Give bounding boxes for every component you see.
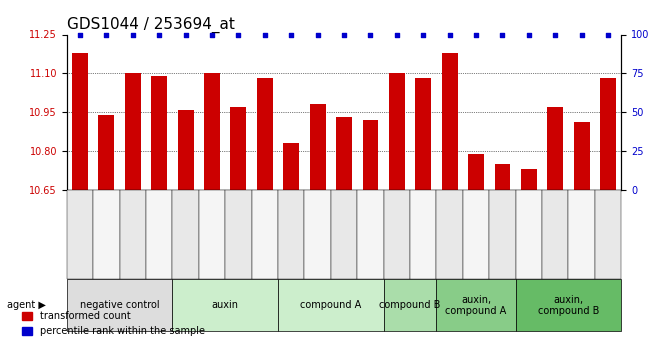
Bar [574, 122, 590, 190]
Bar [178, 109, 194, 190]
Bar [547, 107, 563, 190]
Point [101, 32, 112, 37]
Bar [600, 79, 616, 190]
Text: agent ▶: agent ▶ [7, 300, 45, 310]
Bar [521, 169, 537, 190]
Point [497, 32, 508, 37]
Bar [415, 79, 431, 190]
Point [312, 32, 323, 37]
Point [180, 32, 191, 37]
Point [418, 32, 429, 37]
Point [365, 32, 376, 37]
Point [233, 32, 244, 37]
Text: auxin,
compound B: auxin, compound B [538, 295, 599, 316]
Bar [336, 117, 352, 190]
Bar [442, 53, 458, 190]
Point [206, 32, 217, 37]
Point [603, 32, 613, 37]
Bar [125, 73, 141, 190]
Text: compound B: compound B [379, 300, 441, 310]
Point [286, 32, 297, 37]
Point [444, 32, 455, 37]
Bar [494, 164, 510, 190]
Point [128, 32, 138, 37]
Text: negative control: negative control [79, 300, 160, 310]
Bar [151, 76, 167, 190]
Point [550, 32, 560, 37]
Legend: transformed count, percentile rank within the sample: transformed count, percentile rank withi… [18, 307, 208, 340]
Point [154, 32, 164, 37]
Bar [230, 107, 246, 190]
Text: compound A: compound A [300, 300, 361, 310]
Bar [310, 104, 325, 190]
Bar [98, 115, 114, 190]
Bar [468, 154, 484, 190]
Text: auxin,
compound A: auxin, compound A [446, 295, 506, 316]
Text: GDS1044 / 253694_at: GDS1044 / 253694_at [67, 17, 234, 33]
Point [391, 32, 402, 37]
Bar [204, 73, 220, 190]
Point [524, 32, 534, 37]
Bar [257, 79, 273, 190]
Point [576, 32, 587, 37]
Bar [363, 120, 378, 190]
Point [259, 32, 270, 37]
Bar [283, 143, 299, 190]
Point [339, 32, 349, 37]
Point [471, 32, 482, 37]
Bar [72, 53, 88, 190]
Bar [389, 73, 405, 190]
Text: auxin: auxin [212, 300, 238, 310]
Point [75, 32, 86, 37]
